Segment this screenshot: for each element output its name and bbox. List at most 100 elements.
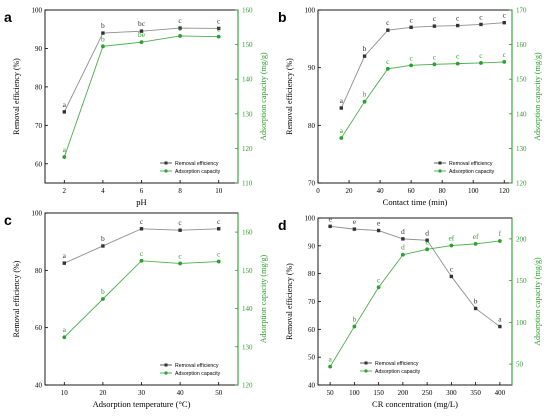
significance-letter: a xyxy=(63,325,67,334)
y-left-tick-label: 100 xyxy=(32,7,43,15)
y-right-tick-label: 130 xyxy=(242,110,253,118)
y-left-tick-label: 100 xyxy=(305,215,316,223)
y-right-tick-label: 170 xyxy=(516,7,527,15)
x-tick-label: 4 xyxy=(101,187,105,195)
x-tick-label: 150 xyxy=(373,389,384,397)
x-tick-label: 6 xyxy=(140,187,144,195)
y-right-tick-label: 160 xyxy=(242,229,253,237)
y-right-tick-label: 150 xyxy=(242,267,253,275)
adsorption-marker xyxy=(178,261,183,266)
y-right-tick-label: 120 xyxy=(242,382,253,390)
y-left-axis-label: Removal efficiency (%) xyxy=(285,58,294,135)
plot-frame xyxy=(317,9,513,184)
adsorption-marker xyxy=(62,335,67,340)
series-line-adsorption xyxy=(63,260,219,338)
significance-letter: a xyxy=(340,126,344,135)
x-tick-label: 20 xyxy=(99,389,107,397)
legend-label: Removal efficiency xyxy=(175,363,219,369)
y-right-tick-label: 120 xyxy=(516,180,527,188)
y-left-tick-label: 90 xyxy=(308,242,316,250)
x-tick-label: 100 xyxy=(468,187,479,195)
y-left-tick-label: 70 xyxy=(308,298,316,306)
legend-marker-removal xyxy=(164,161,168,165)
adsorption-marker xyxy=(339,136,344,140)
significance-letter: b xyxy=(101,21,105,30)
significance-letter: b xyxy=(353,315,357,324)
adsorption-marker xyxy=(473,241,478,246)
y-left-tick-label: 60 xyxy=(35,160,43,168)
x-tick-label: 120 xyxy=(499,187,510,195)
significance-letter: c xyxy=(217,16,221,25)
significance-letter: c xyxy=(503,11,507,20)
significance-letter: c xyxy=(386,57,390,66)
adsorption-marker xyxy=(479,61,483,65)
legend: Removal efficiency Adsorption capacity xyxy=(160,161,221,175)
legend-label: Removal efficiency xyxy=(449,161,493,167)
legend-marker-adsorption xyxy=(438,169,442,173)
series-line-removal xyxy=(330,225,501,327)
adsorption-marker xyxy=(352,324,357,329)
removal-marker xyxy=(178,26,182,30)
significance-letter: c xyxy=(503,50,507,59)
y-left-tick-label: 80 xyxy=(35,83,43,91)
significance-letter: e xyxy=(328,214,332,223)
legend-label: Adsorption capacity xyxy=(175,169,221,175)
significance-letter: e xyxy=(353,217,357,226)
significance-letter: a xyxy=(63,251,67,260)
y-right-tick-label: 160 xyxy=(516,41,527,49)
adsorption-marker xyxy=(497,239,502,243)
significance-letter: c xyxy=(140,217,144,226)
y-right-tick-label: 150 xyxy=(242,41,253,49)
adsorption-marker xyxy=(455,61,460,66)
panel-letter: c xyxy=(4,212,12,228)
significance-letter: e xyxy=(425,237,429,246)
significance-letter: b xyxy=(474,296,478,305)
significance-letter: c xyxy=(433,52,437,61)
y-right-tick-label: 160 xyxy=(242,7,253,15)
legend: Removal efficiency Adsorption capacity xyxy=(434,161,495,175)
significance-letter: bc xyxy=(138,19,146,28)
y-left-tick-label: 60 xyxy=(35,324,43,332)
chart-panel-d: d 50 100 150 200 250 300 350 400 40 50 60 70 80 90 100 5… xyxy=(278,214,542,409)
significance-letter: c xyxy=(140,249,144,258)
significance-letter: c xyxy=(386,18,390,27)
y-right-axis-label: Adsorption capacity (mg/g) xyxy=(259,52,268,141)
x-axis-label: pH xyxy=(136,197,146,207)
y-left-tick-label: 100 xyxy=(305,7,316,15)
removal-marker xyxy=(178,228,182,232)
removal-marker xyxy=(101,244,105,248)
removal-marker xyxy=(409,25,413,29)
significance-letter: c xyxy=(450,264,454,273)
removal-marker xyxy=(62,110,66,114)
significance-letter: f xyxy=(499,229,502,238)
adsorption-marker xyxy=(328,364,333,369)
series-line-removal xyxy=(340,22,505,109)
x-tick-label: 400 xyxy=(495,389,506,397)
significance-letter: d xyxy=(401,243,405,252)
adsorption-marker xyxy=(385,66,390,71)
y-left-tick-label: 80 xyxy=(35,267,43,275)
y-left-tick-label: 90 xyxy=(35,45,43,53)
legend-label: Removal efficiency xyxy=(175,161,219,167)
y-right-tick-label: 150 xyxy=(516,277,527,285)
x-tick-label: 50 xyxy=(215,389,223,397)
adsorption-marker xyxy=(101,44,105,49)
x-tick-label: 300 xyxy=(446,389,457,397)
adsorption-marker xyxy=(139,258,144,263)
y-left-tick-label: 50 xyxy=(308,354,316,362)
y-right-axis-label: Adsorption capacity (mg/g) xyxy=(259,254,268,343)
adsorption-marker xyxy=(449,243,454,248)
x-tick-label: 10 xyxy=(215,187,223,195)
significance-letter: a xyxy=(498,315,502,324)
y-right-tick-label: 200 xyxy=(516,235,527,243)
chart-panel-a: a 2 4 6 8 10 60 70 80 90 100 110 120 130 140 150 160 pH Re… xyxy=(4,7,268,208)
significance-letter: ef xyxy=(473,232,479,241)
y-left-tick-label: 60 xyxy=(308,326,316,334)
removal-marker xyxy=(376,228,381,233)
removal-marker xyxy=(473,306,478,311)
removal-marker xyxy=(386,28,390,32)
y-right-tick-label: 130 xyxy=(242,343,253,351)
y-left-tick-label: 80 xyxy=(308,122,316,130)
significance-letter: c xyxy=(409,53,413,62)
